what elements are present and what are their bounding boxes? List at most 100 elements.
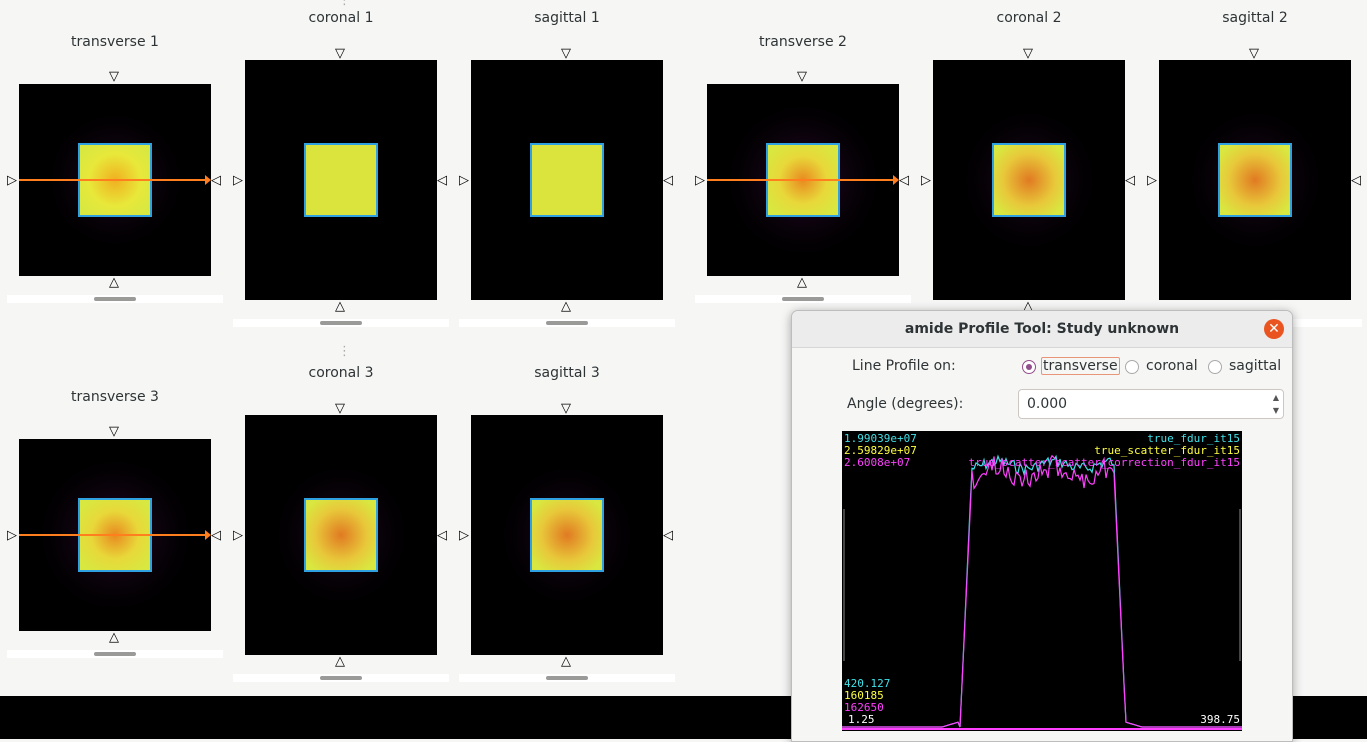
- scrollbar-thumb[interactable]: [320, 321, 362, 325]
- series-line-true-fdur: [842, 454, 1242, 728]
- view-title-sagittal-3: sagittal 3: [534, 365, 600, 381]
- min-value-series-3: 162650: [844, 701, 884, 714]
- slice-marker-left-icon: ◁: [663, 528, 673, 543]
- slice-marker-up-icon: △: [109, 275, 119, 290]
- dialog-header[interactable]: amide Profile Tool: Study unknown ✕: [792, 311, 1292, 348]
- slice-marker-up-icon: △: [797, 275, 807, 290]
- slice-marker-right-icon: ▷: [921, 173, 931, 188]
- view-title-sagittal-1: sagittal 1: [534, 10, 600, 26]
- transverse-3-canvas[interactable]: [19, 439, 211, 631]
- dialog-title: amide Profile Tool: Study unknown: [904, 321, 1180, 337]
- slice-marker-right-icon: ▷: [1147, 173, 1157, 188]
- legend-series-2: true_scatter_fdur_it15: [1094, 444, 1240, 457]
- phantom-slice-image: [1179, 100, 1331, 260]
- min-value-series-1: 420.127: [844, 677, 891, 690]
- view-title-coronal-3: coronal 3: [308, 365, 374, 381]
- slice-marker-left-icon: ◁: [1351, 173, 1361, 188]
- sagittal-1-canvas[interactable]: [471, 60, 663, 300]
- view-title-sagittal-2: sagittal 2: [1222, 10, 1288, 26]
- scrollbar-thumb[interactable]: [782, 297, 824, 301]
- pane-separator-handle-icon[interactable]: ⋮: [338, 0, 351, 8]
- slice-marker-up-icon: △: [1023, 299, 1033, 314]
- slice-marker-right-icon: ▷: [695, 173, 705, 188]
- slice-marker-down-icon: ▽: [109, 69, 119, 84]
- scrollbar-thumb[interactable]: [546, 321, 588, 325]
- slice-marker-right-icon: ▷: [459, 528, 469, 543]
- sagittal-1-scrollbar[interactable]: [459, 319, 675, 327]
- radio-sagittal-label[interactable]: sagittal: [1229, 358, 1282, 374]
- angle-label: Angle (degrees):: [847, 396, 964, 412]
- x-axis-end: 398.75: [1200, 713, 1240, 726]
- phantom-slice-image: [491, 455, 643, 615]
- profile-plot[interactable]: 1.99039e+07 2.59829e+07 2.6008e+07 true_…: [842, 431, 1242, 731]
- transverse-1-canvas[interactable]: [19, 84, 211, 276]
- slice-marker-right-icon: ▷: [233, 173, 243, 188]
- phantom-slice-image: [19, 449, 211, 621]
- line-profile-label: Line Profile on:: [852, 358, 956, 374]
- profile-tool-dialog: amide Profile Tool: Study unknown ✕ Line…: [791, 310, 1293, 742]
- x-axis-start: 1.25: [848, 713, 875, 726]
- sagittal-2-scrollbar[interactable]: [1292, 319, 1362, 327]
- slice-marker-right-icon: ▷: [7, 528, 17, 543]
- transverse-2-scrollbar[interactable]: [695, 295, 911, 303]
- scrollbar-thumb[interactable]: [94, 297, 136, 301]
- sagittal-3-canvas[interactable]: [471, 415, 663, 655]
- spin-down-icon[interactable]: ▼: [1272, 406, 1279, 415]
- slice-marker-down-icon: ▽: [335, 46, 345, 61]
- view-title-transverse-3: transverse 3: [71, 389, 159, 405]
- view-title-transverse-2: transverse 2: [759, 34, 847, 50]
- transverse-3-scrollbar[interactable]: [7, 650, 223, 658]
- view-title-transverse-1: transverse 1: [71, 34, 159, 50]
- scrollbar-thumb[interactable]: [320, 676, 362, 680]
- phantom-slice-image: [265, 455, 417, 615]
- slice-marker-down-icon: ▽: [1249, 46, 1259, 61]
- radio-sagittal[interactable]: [1208, 360, 1222, 374]
- coronal-3-canvas[interactable]: [245, 415, 437, 655]
- slice-marker-down-icon: ▽: [109, 424, 119, 439]
- sagittal-3-scrollbar[interactable]: [459, 674, 675, 682]
- phantom-slice-image: [530, 143, 604, 217]
- transverse-2-canvas[interactable]: [707, 84, 899, 276]
- coronal-3-scrollbar[interactable]: [233, 674, 449, 682]
- series-line-true-scatter-correction: [842, 454, 1242, 728]
- scrollbar-thumb[interactable]: [546, 676, 588, 680]
- coronal-1-canvas[interactable]: [245, 60, 437, 300]
- slice-marker-left-icon: ◁: [899, 173, 909, 188]
- slice-marker-left-icon: ◁: [211, 173, 221, 188]
- sagittal-2-canvas[interactable]: [1159, 60, 1351, 300]
- legend-series-3: true_scatter_scatter_correction_fdur_it1…: [968, 456, 1240, 469]
- profile-plot-svg: [842, 454, 1242, 730]
- radio-transverse[interactable]: [1022, 360, 1036, 374]
- slice-marker-right-icon: ▷: [7, 173, 17, 188]
- phantom-slice-image: [19, 104, 211, 256]
- slice-marker-left-icon: ◁: [437, 528, 447, 543]
- slice-marker-up-icon: △: [561, 654, 571, 669]
- slice-marker-up-icon: △: [109, 630, 119, 645]
- slice-marker-up-icon: △: [561, 299, 571, 314]
- radio-coronal-label[interactable]: coronal: [1146, 358, 1198, 374]
- slice-marker-left-icon: ◁: [437, 173, 447, 188]
- slice-marker-up-icon: △: [335, 654, 345, 669]
- view-title-coronal-2: coronal 2: [996, 10, 1062, 26]
- radio-coronal[interactable]: [1125, 360, 1139, 374]
- angle-spinbutton[interactable]: ▲ ▼: [1018, 389, 1284, 419]
- spin-up-icon[interactable]: ▲: [1272, 393, 1279, 402]
- phantom-slice-image: [707, 94, 899, 266]
- slice-marker-right-icon: ▷: [233, 528, 243, 543]
- slice-marker-left-icon: ◁: [1125, 173, 1135, 188]
- slice-marker-right-icon: ▷: [459, 173, 469, 188]
- close-icon[interactable]: ✕: [1264, 319, 1284, 339]
- slice-marker-up-icon: △: [335, 299, 345, 314]
- slice-marker-down-icon: ▽: [335, 401, 345, 416]
- angle-input[interactable]: [1027, 396, 1247, 412]
- coronal-2-canvas[interactable]: [933, 60, 1125, 300]
- phantom-slice-image: [953, 100, 1105, 260]
- pane-separator-handle-icon[interactable]: ⋮: [338, 344, 351, 359]
- slice-marker-down-icon: ▽: [561, 401, 571, 416]
- scrollbar-thumb[interactable]: [94, 652, 136, 656]
- coronal-1-scrollbar[interactable]: [233, 319, 449, 327]
- slice-marker-left-icon: ◁: [211, 528, 221, 543]
- transverse-1-scrollbar[interactable]: [7, 295, 223, 303]
- radio-transverse-label[interactable]: transverse: [1041, 357, 1120, 375]
- slice-marker-down-icon: ▽: [1023, 46, 1033, 61]
